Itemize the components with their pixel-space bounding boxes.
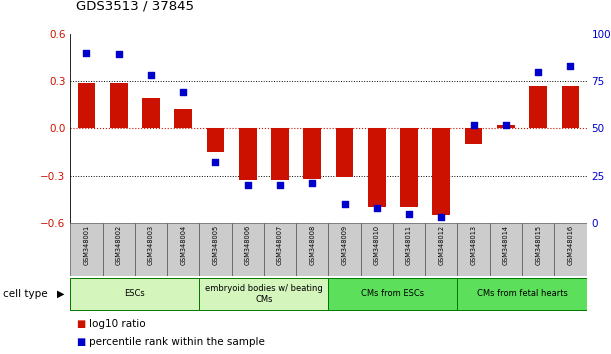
Text: GSM348011: GSM348011	[406, 225, 412, 264]
Bar	[329, 278, 458, 310]
Point	[404, 211, 414, 216]
Bar	[458, 278, 587, 310]
Bar	[400, 128, 418, 207]
Bar	[239, 128, 257, 181]
Text: percentile rank within the sample: percentile rank within the sample	[89, 337, 265, 347]
Bar	[425, 223, 458, 276]
Point	[566, 63, 576, 69]
Bar	[271, 128, 289, 181]
Text: GSM348016: GSM348016	[568, 225, 574, 265]
Bar	[103, 223, 135, 276]
Text: GSM348015: GSM348015	[535, 225, 541, 265]
Point	[178, 90, 188, 95]
Bar	[142, 98, 160, 128]
Text: cell type: cell type	[3, 289, 48, 299]
Text: ■: ■	[76, 319, 86, 329]
Point	[307, 181, 317, 186]
Point	[501, 122, 511, 127]
Bar	[368, 128, 386, 207]
Text: GSM348008: GSM348008	[309, 225, 315, 265]
Point	[211, 160, 221, 165]
Bar	[110, 82, 128, 128]
Text: GSM348013: GSM348013	[470, 225, 477, 264]
Bar	[78, 82, 95, 128]
Bar	[522, 223, 554, 276]
Text: log10 ratio: log10 ratio	[89, 319, 145, 329]
Bar	[562, 86, 579, 128]
Point	[436, 215, 446, 220]
Bar	[554, 223, 587, 276]
Bar	[465, 128, 483, 144]
Bar	[199, 278, 329, 310]
Text: GSM348004: GSM348004	[180, 225, 186, 265]
Point	[146, 73, 156, 78]
Bar	[174, 109, 192, 128]
Bar	[335, 128, 353, 177]
Text: embryoid bodies w/ beating
CMs: embryoid bodies w/ beating CMs	[205, 284, 323, 303]
Text: GSM348002: GSM348002	[115, 225, 122, 265]
Point	[469, 122, 478, 127]
Text: GSM348006: GSM348006	[245, 225, 251, 265]
Bar	[70, 278, 199, 310]
Point	[81, 50, 91, 55]
Text: GSM348007: GSM348007	[277, 225, 283, 265]
Bar	[167, 223, 199, 276]
Bar	[360, 223, 393, 276]
Text: GSM348005: GSM348005	[213, 225, 219, 265]
Bar	[304, 128, 321, 179]
Text: GDS3513 / 37845: GDS3513 / 37845	[76, 0, 194, 12]
Text: GSM348010: GSM348010	[374, 225, 380, 265]
Bar	[490, 223, 522, 276]
Text: GSM348001: GSM348001	[83, 225, 89, 265]
Bar	[264, 223, 296, 276]
Bar	[433, 128, 450, 215]
Text: ESCs: ESCs	[125, 289, 145, 298]
Bar	[199, 223, 232, 276]
Text: ■: ■	[76, 337, 86, 347]
Bar	[393, 223, 425, 276]
Point	[243, 182, 252, 188]
Bar	[70, 223, 103, 276]
Bar	[135, 223, 167, 276]
Text: GSM348003: GSM348003	[148, 225, 154, 265]
Text: CMs from fetal hearts: CMs from fetal hearts	[477, 289, 568, 298]
Text: GSM348009: GSM348009	[342, 225, 348, 265]
Bar	[458, 223, 490, 276]
Point	[114, 52, 123, 57]
Bar	[207, 128, 224, 152]
Bar	[329, 223, 360, 276]
Text: GSM348014: GSM348014	[503, 225, 509, 265]
Bar	[296, 223, 329, 276]
Point	[533, 69, 543, 74]
Text: GSM348012: GSM348012	[438, 225, 444, 265]
Point	[340, 201, 349, 207]
Point	[275, 182, 285, 188]
Bar	[232, 223, 264, 276]
Text: CMs from ESCs: CMs from ESCs	[361, 289, 425, 298]
Point	[372, 205, 382, 211]
Text: ▶: ▶	[57, 289, 64, 299]
Bar	[497, 125, 514, 128]
Bar	[529, 86, 547, 128]
